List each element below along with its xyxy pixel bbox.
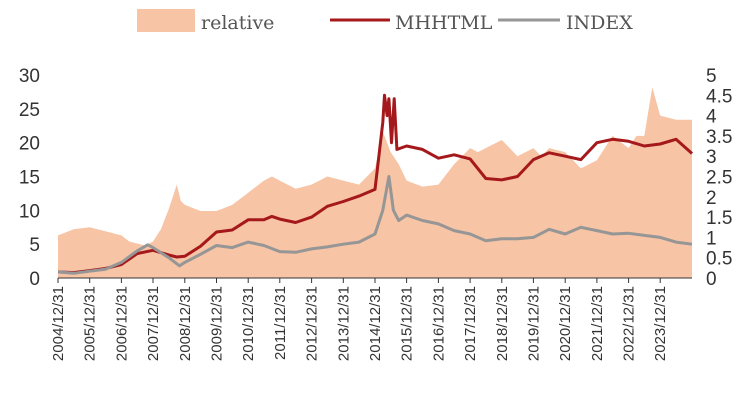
x-tick-label: 2020/12/31 xyxy=(557,286,574,361)
right-tick-label: 2.5 xyxy=(706,168,732,189)
x-tick-label: 2009/12/31 xyxy=(209,286,226,361)
left-tick-label: 0 xyxy=(29,269,40,290)
x-tick-label: 2007/12/31 xyxy=(145,286,162,361)
right-tick-label: 5 xyxy=(706,66,717,87)
x-tick-label: 2016/12/31 xyxy=(430,286,447,361)
x-tick-label: 2004/12/31 xyxy=(50,286,67,361)
x-tick-label: 2015/12/31 xyxy=(399,286,416,361)
x-tick-label: 2013/12/31 xyxy=(335,286,352,361)
right-tick-label: 1 xyxy=(706,228,717,249)
x-tick-label: 2017/12/31 xyxy=(462,286,479,361)
left-tick-label: 15 xyxy=(19,168,40,189)
x-tick-label: 2008/12/31 xyxy=(177,286,194,361)
x-tick-label: 2018/12/31 xyxy=(494,286,511,361)
plot-area xyxy=(57,87,693,278)
legend-label-mhhtml: MHHTML xyxy=(395,12,493,34)
x-tick-label: 2005/12/31 xyxy=(82,286,99,361)
right-tick-label: 2 xyxy=(706,188,717,209)
x-tick-label: 2006/12/31 xyxy=(113,286,130,361)
right-tick-label: 4 xyxy=(706,107,717,128)
left-axis: 0 5 10 15 20 25 30 xyxy=(19,66,40,290)
x-tick-label: 2023/12/31 xyxy=(652,286,669,361)
legend-label-index: INDEX xyxy=(566,12,633,34)
legend-swatch-relative xyxy=(137,9,195,32)
left-tick-label: 25 xyxy=(19,100,40,121)
legend: relative MHHTML INDEX xyxy=(137,9,633,34)
x-tick-label: 2012/12/31 xyxy=(304,286,321,361)
right-tick-label: 0 xyxy=(706,269,717,290)
x-tick-label: 2014/12/31 xyxy=(367,286,384,361)
right-tick-label: 0.5 xyxy=(706,249,732,270)
left-tick-label: 10 xyxy=(19,201,40,222)
x-tick-label: 2010/12/31 xyxy=(240,286,257,361)
right-tick-label: 4.5 xyxy=(706,86,732,107)
right-tick-label: 3.5 xyxy=(706,127,732,148)
left-tick-label: 5 xyxy=(29,235,40,256)
right-tick-label: 1.5 xyxy=(706,208,732,229)
right-tick-label: 3 xyxy=(706,147,717,168)
x-axis: 2004/12/31 2005/12/31 2006/12/31 2007/12/31… xyxy=(50,278,669,361)
right-axis: 00.511.522.533.544.55 xyxy=(706,66,732,290)
left-tick-label: 20 xyxy=(19,134,40,155)
x-tick-label: 2019/12/31 xyxy=(525,286,542,361)
x-tick-label: 2011/12/31 xyxy=(272,286,289,360)
left-tick-label: 30 xyxy=(19,66,40,87)
series-line-index xyxy=(57,175,693,275)
x-tick-label: 2022/12/31 xyxy=(621,286,638,361)
series-line-mhhtml xyxy=(57,93,693,275)
legend-label-relative: relative xyxy=(201,12,274,34)
x-tick-label: 2021/12/31 xyxy=(589,286,606,361)
